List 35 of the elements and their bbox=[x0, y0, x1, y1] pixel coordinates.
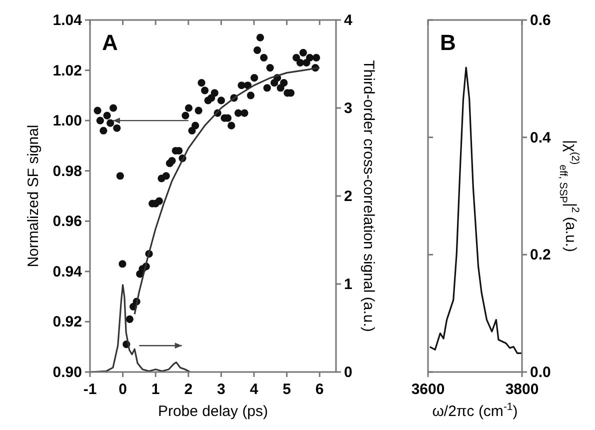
y2-tick-label: 0 bbox=[344, 364, 352, 381]
line-series bbox=[89, 284, 191, 373]
x-tick-label: 5 bbox=[282, 381, 291, 398]
x-axis-title: Probe delay (ps) bbox=[158, 403, 268, 420]
text: A bbox=[102, 30, 118, 55]
y2-tick-label: 0.4 bbox=[530, 129, 552, 146]
y-tick-label: 1.02 bbox=[52, 62, 82, 80]
x-tick-label: 1 bbox=[151, 381, 160, 398]
y2-tick-label: 1 bbox=[344, 276, 352, 293]
x-tick-label: 6 bbox=[315, 381, 324, 398]
y-tick-label: 1.04 bbox=[52, 12, 83, 29]
x-tick-label: 3800 bbox=[505, 381, 539, 398]
y-tick-label: 0.92 bbox=[52, 314, 82, 331]
text: B bbox=[440, 30, 456, 55]
y2-tick-label: 4 bbox=[344, 12, 353, 29]
y-tick-label: 0.98 bbox=[52, 162, 82, 180]
y2-tick-label: 0.6 bbox=[530, 12, 551, 29]
x-axis-title: ω/2πc (cm$^{-1}$) bbox=[432, 401, 518, 420]
y2-tick-label: 2 bbox=[344, 188, 352, 205]
x-tick-label: 2 bbox=[184, 381, 193, 398]
y2-tick-label: 0.2 bbox=[530, 246, 551, 264]
x-tick-label: 4 bbox=[250, 381, 259, 398]
y2-tick-label: 0.0 bbox=[530, 364, 551, 381]
y-tick-label: 1.00 bbox=[52, 112, 82, 130]
y-tick-label: 0.90 bbox=[52, 364, 82, 381]
y2-tick-label: 3 bbox=[344, 100, 352, 117]
y-tick-label: 0.96 bbox=[52, 213, 82, 230]
x-tick-label: 0 bbox=[118, 381, 127, 398]
x-tick-label: 3600 bbox=[411, 381, 445, 398]
x-tick-label: -1 bbox=[83, 381, 97, 398]
y-tick-label: 0.94 bbox=[52, 263, 83, 280]
x-tick-label: 3 bbox=[217, 381, 226, 398]
line-series bbox=[429, 66, 522, 354]
y2-axis-title: Third-order cross-correlation signal (a.u.) bbox=[360, 60, 377, 332]
y-axis-title: Normalized SF signal bbox=[25, 124, 42, 268]
